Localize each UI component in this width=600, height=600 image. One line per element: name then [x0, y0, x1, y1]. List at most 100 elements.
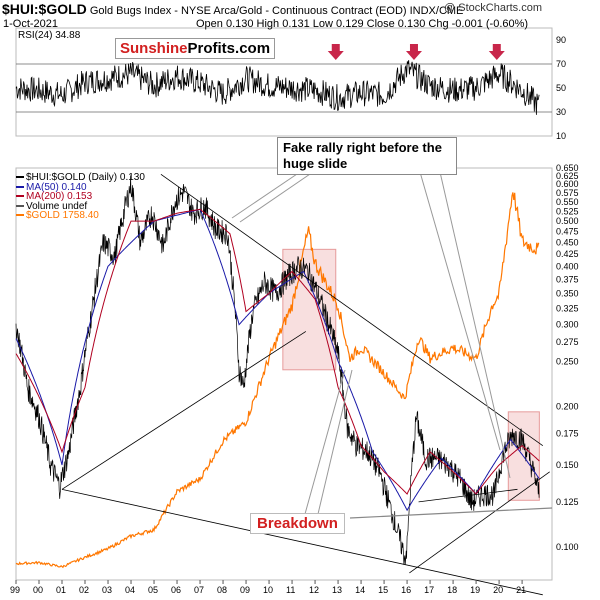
x-tick-label: 09 — [240, 585, 250, 595]
legend-item: $HUI:$GOLD (Daily) 0.130 — [16, 172, 145, 183]
logo-part-1: Sunshine — [120, 40, 188, 57]
x-tick-label: 15 — [378, 585, 388, 595]
stockcharts-watermark: @ StockCharts.com — [444, 2, 542, 14]
x-tick-label: 17 — [424, 585, 434, 595]
legend-label: Volume undef — [26, 200, 88, 212]
y-tick-label: 0.100 — [556, 542, 579, 552]
x-tick-label: 00 — [33, 585, 43, 595]
rsi-arrow-marker-3 — [488, 44, 505, 60]
y-tick-label: 0.150 — [556, 460, 579, 470]
legend-label: MA(200) 0.153 — [26, 191, 93, 202]
y-tick-label: 0.550 — [556, 197, 579, 207]
ma200-line — [15, 208, 540, 495]
y-tick-label: 0.300 — [556, 320, 579, 330]
breakdown-pointer-line-1 — [304, 369, 346, 515]
y-tick-label: 0.175 — [556, 429, 579, 439]
ratio-line — [15, 175, 540, 565]
trendline-recent-support — [409, 471, 550, 574]
ma50-line — [15, 208, 540, 512]
legend-swatch — [16, 195, 24, 198]
x-tick-label: 03 — [102, 585, 112, 595]
rsi-tick-label: 10 — [556, 131, 566, 141]
x-tick-label: 01 — [56, 585, 66, 595]
x-tick-label: 10 — [263, 585, 273, 595]
y-tick-label: 0.450 — [556, 237, 579, 247]
y-tick-label: 0.325 — [556, 303, 579, 313]
y-tick-label: 0.425 — [556, 249, 579, 259]
gold-line — [15, 192, 540, 569]
y-tick-label: 0.400 — [556, 261, 579, 271]
fake-rally-callout: Fake rally right before the huge slide — [277, 137, 457, 175]
fake-rally-pointer-2 — [239, 171, 314, 223]
y-tick-label: 0.275 — [556, 337, 579, 347]
y-tick-label: 0.600 — [556, 179, 579, 189]
legend-label: $HUI:$GOLD (Daily) 0.130 — [26, 172, 145, 183]
breakdown-pointer — [349, 507, 553, 519]
x-tick-label: 06 — [171, 585, 181, 595]
y-tick-label: 0.350 — [556, 288, 579, 298]
x-tick-label: 99 — [10, 585, 20, 595]
rsi-panel — [15, 27, 553, 137]
fake-rally-pointer-3 — [419, 171, 501, 451]
chart-date: 1-Oct-2021 — [3, 18, 59, 30]
x-tick-label: 07 — [194, 585, 204, 595]
trendline-falling-resistance — [160, 174, 544, 446]
y-tick-label: 0.575 — [556, 188, 579, 198]
rsi-tick-label: 90 — [556, 35, 566, 45]
logo-part-2: Profits.com — [187, 40, 271, 57]
y-tick-label: 0.525 — [556, 206, 579, 216]
price-panel — [15, 167, 553, 581]
rsi-arrow-marker-2 — [405, 44, 422, 60]
chart-subtitle: Gold Bugs Index - NYSE Arca/Gold - Conti… — [89, 5, 464, 17]
legend-swatch — [16, 204, 24, 207]
legend-item: MA(200) 0.153 — [16, 191, 92, 202]
x-tick-label: 14 — [355, 585, 365, 595]
rsi-tick-label: 30 — [556, 107, 566, 117]
fake-rally-pointer-4 — [439, 171, 511, 479]
breakdown-callout: Breakdown — [250, 513, 345, 534]
x-tick-label: 21 — [516, 585, 526, 595]
rsi-tick-label: 50 — [556, 83, 566, 93]
x-tick-label: 13 — [332, 585, 342, 595]
x-tick-label: 02 — [79, 585, 89, 595]
rsi-arrow-marker-1 — [327, 44, 344, 60]
ticker-symbol: $HUI:$GOLD — [2, 1, 87, 17]
trendline-rising-support — [61, 331, 307, 490]
legend-item: $GOLD 1758.40 — [16, 210, 99, 221]
x-tick-label: 18 — [447, 585, 457, 595]
x-tick-label: 04 — [125, 585, 135, 595]
legend-label: MA(50) 0.140 — [26, 181, 87, 193]
y-tick-label: 0.650 — [556, 163, 579, 173]
legend-swatch — [16, 214, 24, 217]
y-tick-label: 0.500 — [556, 216, 579, 226]
y-tick-label: 0.200 — [556, 402, 579, 412]
legend-swatch — [16, 176, 24, 179]
y-tick-label: 0.250 — [556, 357, 579, 367]
x-tick-label: 16 — [401, 585, 411, 595]
legend-item: Volume undef — [16, 201, 87, 212]
legend-label: $GOLD 1758.40 — [26, 210, 99, 221]
legend-swatch — [16, 185, 24, 188]
legend-item: MA(50) 0.140 — [16, 182, 87, 193]
trendline-breakdown-level — [418, 488, 518, 503]
y-tick-label: 0.475 — [556, 227, 579, 237]
x-tick-label: 20 — [493, 585, 503, 595]
y-tick-label: 0.125 — [556, 497, 579, 507]
x-tick-label: 19 — [470, 585, 480, 595]
breakdown-pointer-line-2 — [317, 369, 353, 515]
trendline-lower-support — [61, 488, 543, 596]
rsi-title: RSI(24) 34.88 — [18, 30, 81, 41]
fake-rally-pointer-1 — [231, 171, 301, 219]
ohlc-readout: Open 0.130 High 0.131 Low 0.129 Close 0.… — [196, 18, 529, 30]
y-tick-label: 0.375 — [556, 274, 579, 284]
x-tick-label: 05 — [148, 585, 158, 595]
sunshine-profits-logo: SunshineProfits.com — [115, 38, 276, 59]
y-tick-label: 0.625 — [556, 171, 579, 181]
chart-header: $HUI:$GOLD Gold Bugs Index - NYSE Arca/G… — [2, 1, 463, 17]
rsi-line — [15, 60, 540, 115]
x-tick-label: 12 — [309, 585, 319, 595]
x-tick-label: 11 — [286, 585, 295, 595]
rsi-tick-label: 70 — [556, 59, 566, 69]
x-tick-label: 08 — [217, 585, 227, 595]
